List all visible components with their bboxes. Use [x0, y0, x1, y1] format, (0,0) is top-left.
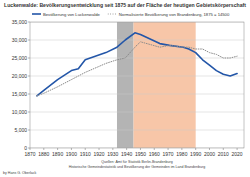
- legend-label: Bevölkerung von Luckenwalde: [43, 12, 100, 17]
- x-tick-label: 1940: [121, 151, 132, 157]
- grid-line: [30, 58, 244, 59]
- x-tick-label: 1980: [176, 151, 187, 157]
- source-note: Historische Gemeindestatistik und Bevölk…: [69, 165, 206, 169]
- x-tick-label: 1920: [93, 151, 104, 157]
- shaded-period: [134, 22, 196, 148]
- author: by Hans G. Oberlack: [3, 171, 37, 175]
- x-tick-label: 1880: [38, 151, 49, 157]
- legend-swatch: [108, 14, 117, 15]
- plot-area: [30, 22, 244, 148]
- x-tick-label: 1910: [80, 151, 91, 157]
- y-tick-label: 35,000: [12, 19, 28, 25]
- y-tick-label: 10,000: [12, 109, 28, 115]
- y-tick: [28, 130, 30, 131]
- legend-label: Normalisierte Bevölkerung von Brandenbur…: [119, 12, 230, 17]
- x-tick-label: 1970: [163, 151, 174, 157]
- chart: Luckenwalde: Bevölkerungsentwicklung sei…: [0, 0, 250, 177]
- grid-line: [30, 112, 244, 113]
- y-tick: [28, 40, 30, 41]
- y-tick-label: 15,000: [12, 91, 28, 97]
- y-tick: [28, 76, 30, 77]
- x-tick-label: 1900: [66, 151, 77, 157]
- x-tick-label: 1890: [52, 151, 63, 157]
- series-line: [37, 42, 237, 96]
- x-tick-label: 2020: [232, 151, 243, 157]
- series-line: [37, 33, 237, 96]
- grid-line: [30, 94, 244, 95]
- y-tick: [28, 148, 30, 149]
- y-tick: [28, 112, 30, 113]
- y-tick-label: 5,000: [14, 127, 27, 133]
- x-tick-label: 2000: [204, 151, 215, 157]
- title: Luckenwalde: Bevölkerungsentwicklung sei…: [4, 2, 246, 8]
- y-tick: [28, 94, 30, 95]
- plot-frame: [30, 22, 244, 148]
- x-tick-label: 1870: [24, 151, 35, 157]
- source-note: Quellen: Amt für Statistik Berlin-Brande…: [101, 160, 173, 164]
- x-tick-label: 1930: [107, 151, 118, 157]
- x-tick-label: 1990: [190, 151, 201, 157]
- y-tick-label: 25,000: [12, 55, 28, 61]
- legend-swatch: [32, 13, 41, 15]
- x-tick-label: 1960: [149, 151, 160, 157]
- y-tick: [28, 22, 30, 23]
- x-tick-label: 1950: [135, 151, 146, 157]
- y-tick-label: 30,000: [12, 37, 28, 43]
- y-tick-label: 20,000: [12, 73, 28, 79]
- y-tick: [28, 58, 30, 59]
- grid-line: [30, 40, 244, 41]
- x-tick-label: 2010: [218, 151, 229, 157]
- grid-line: [30, 130, 244, 131]
